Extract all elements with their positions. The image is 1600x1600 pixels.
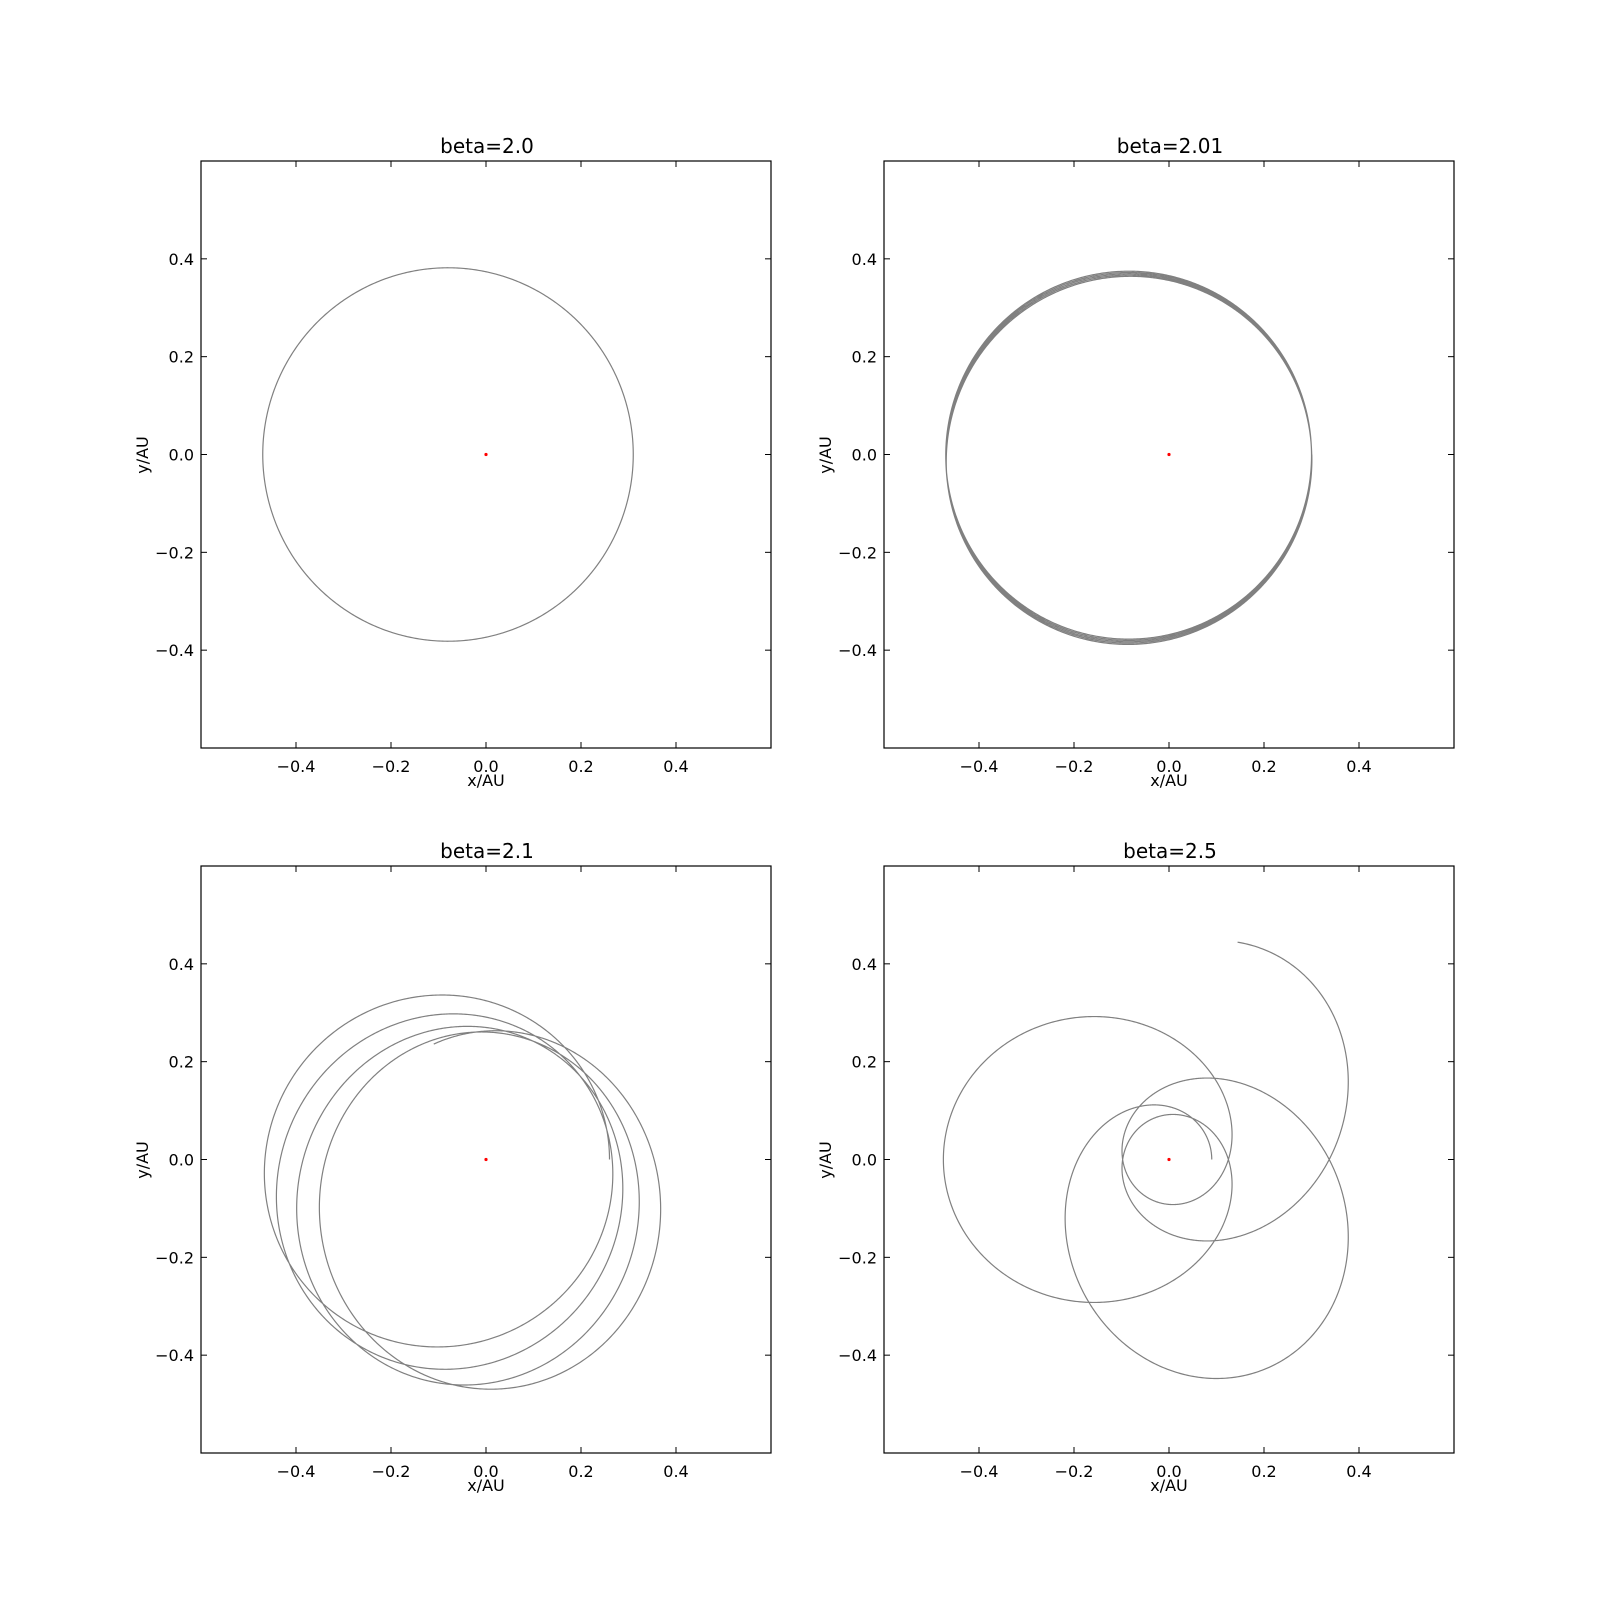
ticks: −0.4 −0.2 0.0 0.2 0.4 −0.4 −0.2 0.0 0.2 0.4 bbox=[155, 161, 771, 776]
x-tick-label: 0.2 bbox=[568, 1462, 593, 1481]
x-tick-label: 0.2 bbox=[1251, 757, 1276, 776]
y-axis-label: y/AU bbox=[133, 436, 152, 474]
x-tick-label: 0.0 bbox=[1156, 1462, 1181, 1481]
y-tick-label: −0.2 bbox=[838, 1248, 877, 1267]
orbit-trajectory bbox=[945, 270, 1313, 646]
sun-marker bbox=[1167, 452, 1171, 457]
panel-beta-2-1: beta=2.1 −0.4 −0.2 0.0 0.2 0.4 −0.4 −0.2 0.0 0.2… bbox=[133, 839, 772, 1495]
ticks: −0.4 −0.2 0.0 0.2 0.4 −0.4 −0.2 0.0 0.2 0.4 bbox=[838, 866, 1454, 1481]
plot-area bbox=[945, 270, 1313, 646]
x-tick-label: −0.4 bbox=[277, 757, 316, 776]
orbit-trajectory bbox=[942, 941, 1349, 1380]
plot-area bbox=[262, 267, 634, 642]
sun-marker bbox=[484, 452, 488, 457]
y-tick-label: 0.0 bbox=[169, 1151, 194, 1170]
x-tick-label: 0.2 bbox=[568, 757, 593, 776]
x-tick-label: 0.4 bbox=[1346, 757, 1371, 776]
y-tick-label: 0.0 bbox=[852, 446, 877, 465]
y-axis-label: y/AU bbox=[816, 436, 835, 474]
orbit-trajectory bbox=[263, 994, 662, 1390]
orbit-trajectory bbox=[262, 267, 634, 642]
panel-beta-2-5: beta=2.5 −0.4 −0.2 0.0 0.2 0.4 −0.4 −0.2 0.0 0.2… bbox=[816, 839, 1455, 1495]
x-tick-label: 0.4 bbox=[663, 757, 688, 776]
panel-beta-2-0: beta=2.0 −0.4 −0.2 0.0 0.2 0.4 −0.4 −0.2 0.0 0.2… bbox=[133, 134, 772, 790]
y-axis-label: y/AU bbox=[133, 1141, 152, 1179]
y-tick-label: 0.4 bbox=[169, 955, 194, 974]
y-tick-label: −0.4 bbox=[838, 641, 877, 660]
y-tick-label: 0.4 bbox=[852, 250, 877, 269]
x-tick-label: 0.0 bbox=[473, 1462, 498, 1481]
y-tick-label: −0.4 bbox=[155, 1346, 194, 1365]
plot-area bbox=[263, 994, 662, 1390]
x-tick-label: 0.4 bbox=[663, 1462, 688, 1481]
x-tick-label: −0.4 bbox=[277, 1462, 316, 1481]
y-axis-label: y/AU bbox=[816, 1141, 835, 1179]
x-tick-label: −0.2 bbox=[1055, 757, 1094, 776]
x-tick-label: −0.2 bbox=[372, 757, 411, 776]
x-tick-label: 0.4 bbox=[1346, 1462, 1371, 1481]
x-tick-label: −0.4 bbox=[960, 757, 999, 776]
x-tick-label: 0.2 bbox=[1251, 1462, 1276, 1481]
ticks: −0.4 −0.2 0.0 0.2 0.4 −0.4 −0.2 0.0 0.2 0.4 bbox=[155, 866, 771, 1481]
y-tick-label: 0.0 bbox=[852, 1151, 877, 1170]
y-tick-label: 0.2 bbox=[852, 348, 877, 367]
ticks: −0.4 −0.2 0.0 0.2 0.4 −0.4 −0.2 0.0 0.2 0.4 bbox=[838, 161, 1454, 776]
x-tick-label: −0.2 bbox=[1055, 1462, 1094, 1481]
y-tick-label: −0.4 bbox=[155, 641, 194, 660]
panel-title: beta=2.01 bbox=[1117, 134, 1223, 158]
x-tick-label: 0.0 bbox=[473, 757, 498, 776]
x-axis-label: x/AU bbox=[1150, 771, 1188, 790]
plot-area bbox=[942, 941, 1349, 1380]
y-tick-label: 0.0 bbox=[169, 446, 194, 465]
y-tick-label: 0.2 bbox=[169, 348, 194, 367]
sun-marker bbox=[1167, 1157, 1171, 1162]
y-tick-label: −0.2 bbox=[155, 1248, 194, 1267]
sun-marker bbox=[484, 1157, 488, 1162]
x-tick-label: −0.4 bbox=[960, 1462, 999, 1481]
y-tick-label: −0.2 bbox=[838, 543, 877, 562]
y-tick-label: 0.2 bbox=[852, 1053, 877, 1072]
panel-title: beta=2.5 bbox=[1123, 839, 1217, 863]
y-tick-label: −0.4 bbox=[838, 1346, 877, 1365]
y-tick-label: 0.2 bbox=[169, 1053, 194, 1072]
y-tick-label: −0.2 bbox=[155, 543, 194, 562]
x-axis-label: x/AU bbox=[1150, 1476, 1188, 1495]
y-tick-label: 0.4 bbox=[169, 250, 194, 269]
x-tick-label: −0.2 bbox=[372, 1462, 411, 1481]
panel-beta-2-01: beta=2.01 −0.4 −0.2 0.0 0.2 0.4 −0.4 −0.2 0.0 0.… bbox=[816, 134, 1455, 790]
panel-title: beta=2.0 bbox=[440, 134, 534, 158]
x-tick-label: 0.0 bbox=[1156, 757, 1181, 776]
x-axis-label: x/AU bbox=[467, 771, 505, 790]
panel-title: beta=2.1 bbox=[440, 839, 534, 863]
x-axis-label: x/AU bbox=[467, 1476, 505, 1495]
y-tick-label: 0.4 bbox=[852, 955, 877, 974]
